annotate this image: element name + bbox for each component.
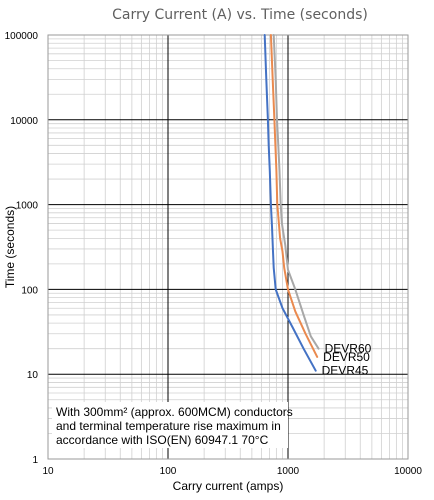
- plot-frame: [47, 34, 409, 460]
- y-tick-label: 1000: [16, 201, 39, 212]
- series-line-devr50: [269, 34, 319, 358]
- x-tick-label: 10: [42, 466, 54, 477]
- series-label-devr60: DEVR60: [325, 342, 372, 356]
- y-tick-label: 10: [27, 370, 39, 381]
- note-line-2: and terminal temperature rise maximum in: [56, 419, 281, 433]
- series-line-devr60: [272, 34, 320, 350]
- note-background: [52, 402, 288, 448]
- x-tick-labels: 10 100 1000 10000: [42, 466, 422, 477]
- x-tick-label: 1000: [277, 466, 300, 477]
- note-line-3: accordance with ISO(EN) 60947.1 70°C: [56, 433, 269, 447]
- y-axis-label: Time (seconds): [3, 206, 17, 288]
- series-line-devr45: [263, 34, 317, 372]
- series-label-devr50: DEVR50: [323, 350, 370, 364]
- y-tick-labels: 1 10 100 1000 10000 100000: [5, 31, 39, 466]
- y-tick-label: 1: [32, 455, 38, 466]
- y-tick-label: 100000: [5, 31, 39, 42]
- x-tick-label: 100: [160, 466, 177, 477]
- y-tick-label: 10000: [10, 116, 38, 127]
- note-text: With 300mm² (approx. 600MCM) conductors …: [52, 402, 293, 448]
- x-axis-label: Carry current (amps): [173, 479, 284, 493]
- x-tick-label: 10000: [394, 466, 422, 477]
- chart-title: Carry Current (A) vs. Time (seconds): [112, 7, 368, 23]
- note-line-1: With 300mm² (approx. 600MCM) conductors: [56, 405, 293, 419]
- y-tick-label: 100: [21, 285, 38, 296]
- series-label-devr45: DEVR45: [322, 364, 369, 378]
- grid: [48, 35, 408, 459]
